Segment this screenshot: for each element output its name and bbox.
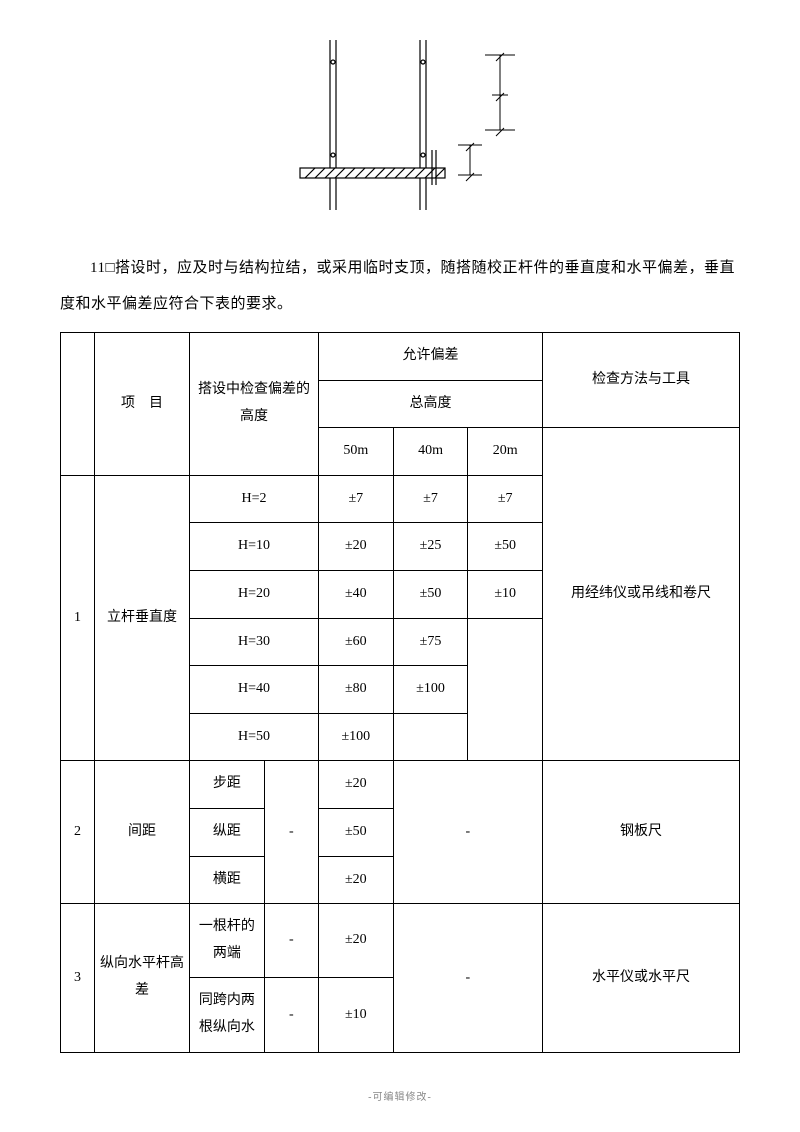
r1-h-5: H=50 — [189, 713, 318, 761]
hdr-item: 项 目 — [94, 333, 189, 476]
r3-v-1: ±10 — [318, 978, 393, 1052]
hdr-check-height: 搭设中检查偏差的高度 — [189, 333, 318, 476]
r1-h-0: H=2 — [189, 475, 318, 523]
r3-rest: - — [393, 904, 542, 1052]
r1-v20-0: ±7 — [468, 475, 543, 523]
r1-v20-2: ±10 — [468, 570, 543, 618]
r1-v50-4: ±80 — [318, 666, 393, 714]
hdr-blank-idx — [61, 333, 95, 476]
r3-sub-1: 同跨内两根纵向水 — [189, 978, 264, 1052]
hdr-50m: 50m — [318, 428, 393, 476]
r2-v-2: ±20 — [318, 856, 393, 904]
r3-v-0: ±20 — [318, 904, 393, 978]
r3-item: 纵向水平杆高差 — [94, 904, 189, 1052]
r1-v40-1: ±25 — [393, 523, 468, 571]
page-footer: -可编辑修改- — [60, 1088, 740, 1103]
r1-method: 用经纬仪或吊线和卷尺 — [543, 428, 740, 761]
tolerance-table: 项 目 搭设中检查偏差的高度 允许偏差 检查方法与工具 总高度 50m 40m … — [60, 332, 740, 1053]
r2-sub-2: 横距 — [189, 856, 264, 904]
r1-v50-0: ±7 — [318, 475, 393, 523]
r3-dash-0: - — [264, 904, 318, 978]
r1-h-1: H=10 — [189, 523, 318, 571]
r2-v-1: ±50 — [318, 808, 393, 856]
hdr-method: 检查方法与工具 — [543, 333, 740, 428]
r1-h-2: H=20 — [189, 570, 318, 618]
r1-v50-2: ±40 — [318, 570, 393, 618]
r1-v20-blank — [468, 618, 543, 761]
r2-method: 钢板尺 — [543, 761, 740, 904]
r1-v50-5: ±100 — [318, 713, 393, 761]
r3-dash-1: - — [264, 978, 318, 1052]
r1-v20-1: ±50 — [468, 523, 543, 571]
r1-v50-1: ±20 — [318, 523, 393, 571]
r1-h-3: H=30 — [189, 618, 318, 666]
r1-v40-5-blank — [393, 713, 468, 761]
scaffold-diagram — [60, 40, 740, 225]
paragraph-11: 11□搭设时，应及时与结构拉结，或采用临时支顶，随搭随校正杆件的垂直度和水平偏差… — [60, 250, 740, 322]
r1-v40-0: ±7 — [393, 475, 468, 523]
r1-idx: 1 — [61, 475, 95, 761]
r3-idx: 3 — [61, 904, 95, 1052]
r1-v40-3: ±75 — [393, 618, 468, 666]
r2-idx: 2 — [61, 761, 95, 904]
r2-sub-1: 纵距 — [189, 808, 264, 856]
hdr-allow: 允许偏差 — [318, 333, 542, 381]
r3-method: 水平仪或水平尺 — [543, 904, 740, 1052]
r1-v40-2: ±50 — [393, 570, 468, 618]
r2-dash: - — [264, 761, 318, 904]
r1-v50-3: ±60 — [318, 618, 393, 666]
r2-v-0: ±20 — [318, 761, 393, 809]
hdr-40m: 40m — [393, 428, 468, 476]
hdr-total-height: 总高度 — [318, 380, 542, 428]
r2-rest: - — [393, 761, 542, 904]
r2-item: 间距 — [94, 761, 189, 904]
hdr-20m: 20m — [468, 428, 543, 476]
r1-h-4: H=40 — [189, 666, 318, 714]
r2-sub-0: 步距 — [189, 761, 264, 809]
r1-v40-4: ±100 — [393, 666, 468, 714]
r1-item: 立杆垂直度 — [94, 475, 189, 761]
r3-sub-0: 一根杆的两端 — [189, 904, 264, 978]
